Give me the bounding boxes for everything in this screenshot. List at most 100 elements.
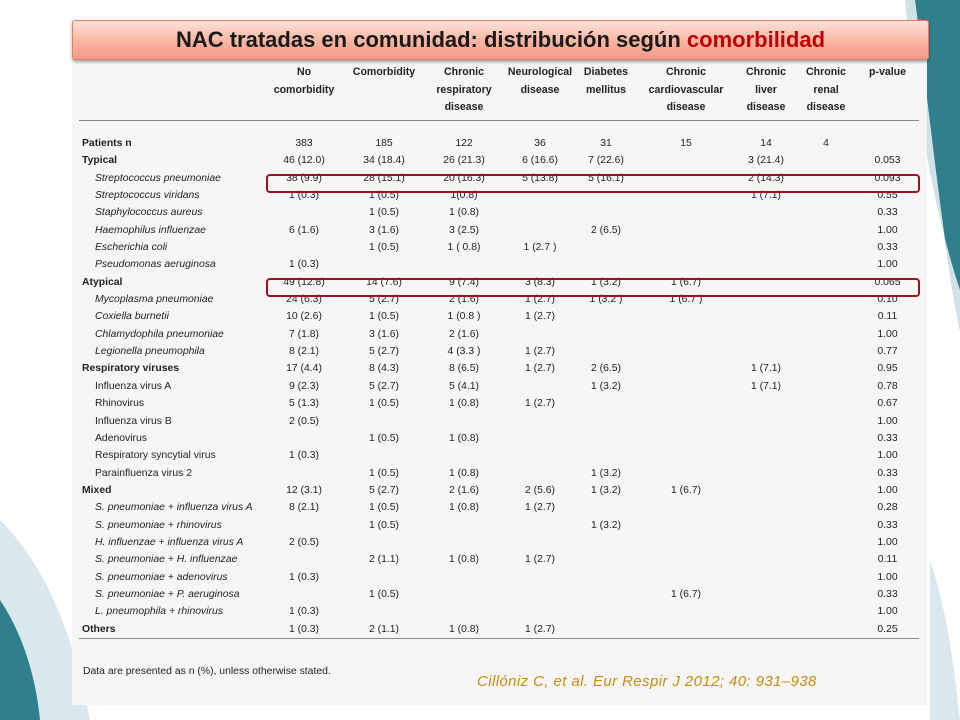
cell-comorbidity <box>344 447 424 464</box>
cell-chronic-cardiovascular-disease <box>636 239 736 256</box>
cell-p-value: 0.093 <box>874 172 901 184</box>
cell-chronic-renal-disease <box>796 360 856 377</box>
cell-no-comorbidity: 8 (2.1) <box>288 346 320 358</box>
cell-neurological-disease <box>504 378 576 395</box>
cell-comorbidity: 185 <box>375 138 393 149</box>
cell-no-comorbidity: 5 (1.3) <box>288 398 320 410</box>
cell-neurological-disease <box>504 204 576 221</box>
cell-chronic-cardiovascular-disease <box>636 204 736 221</box>
cell-diabetes-mellitus <box>576 534 636 551</box>
cell-p-value: 0.065 <box>874 276 901 288</box>
table-row: Influenza virus B 2 (0.5) 1.00 <box>79 413 919 430</box>
cell-neurological-disease: 2 (5.6) <box>524 484 556 496</box>
cell-chronic-respiratory-disease: 1 (0.8) <box>448 207 480 219</box>
row-label: Haemophilus influenzae <box>95 224 206 236</box>
cell-p-value: 0.33 <box>877 242 898 254</box>
cell-chronic-cardiovascular-disease <box>636 222 736 239</box>
table-row: Respiratory viruses 17 (4.4) 8 (4.3) 8 (6.5… <box>79 360 919 377</box>
comorbidity-table: No comorbidity Comorbidity Chronic respirato… <box>79 60 919 639</box>
cell-comorbidity: 5 (2.7) <box>368 380 400 392</box>
row-label: L. pneumophila + rhinovirus <box>95 606 223 618</box>
row-label: Influenza virus B <box>95 415 172 427</box>
row-label: Parainfluenza virus 2 <box>95 467 193 479</box>
cell-p-value: 0.10 <box>877 294 898 306</box>
cell-chronic-cardiovascular-disease: 1 (6.7) <box>670 484 702 496</box>
cell-diabetes-mellitus: 2 (6.5) <box>590 363 622 375</box>
table-row: Streptococcus viridans 1 (0.3) 1 (0.5) 1(0.… <box>79 187 919 204</box>
cell-neurological-disease <box>504 256 576 273</box>
cell-neurological-disease <box>504 569 576 586</box>
cell-diabetes-mellitus <box>576 430 636 447</box>
cell-chronic-respiratory-disease: 1(0.8) <box>450 190 478 202</box>
cell-p-value <box>856 121 919 153</box>
cell-chronic-renal-disease <box>796 534 856 551</box>
cell-chronic-respiratory-disease: 2 (1.6) <box>448 328 480 340</box>
row-label: Legionella pneumophila <box>95 346 205 358</box>
cell-chronic-renal-disease <box>796 204 856 221</box>
cell-no-comorbidity: 2 (0.5) <box>288 415 320 427</box>
table-body: Patients n 383 185 122 36 31 15 14 4 Typical 46 (1… <box>79 121 919 639</box>
cell-p-value: 0.11 <box>877 554 898 566</box>
table-header-row: No comorbidity Comorbidity Chronic respirato… <box>79 60 919 121</box>
cell-chronic-renal-disease <box>796 569 856 586</box>
cell-no-comorbidity <box>264 204 344 221</box>
title-main: NAC tratadas en comunidad: distribución … <box>175 27 687 52</box>
cell-chronic-renal-disease <box>796 499 856 516</box>
citation: Cillóniz C, et al. Eur Respir J 2012; 40… <box>477 673 817 690</box>
cell-chronic-liver-disease <box>736 447 796 464</box>
cell-chronic-renal-disease <box>796 395 856 412</box>
column-header-p-value: p-value <box>856 60 919 121</box>
cell-chronic-liver-disease: 14 <box>760 138 772 149</box>
cell-chronic-respiratory-disease: 122 <box>455 138 473 149</box>
cell-no-comorbidity: 2 (0.5) <box>288 536 320 548</box>
cell-no-comorbidity: 38 (9.9) <box>286 172 322 184</box>
column-header-diabetes-mellitus: Diabetes mellitus <box>576 60 636 121</box>
cell-chronic-renal-disease <box>796 430 856 447</box>
cell-chronic-liver-disease <box>736 603 796 620</box>
cell-chronic-respiratory-disease: 8 (6.5) <box>448 363 480 375</box>
cell-diabetes-mellitus: 2 (6.5) <box>590 224 622 236</box>
table-row: Rhinovirus 5 (1.3) 1 (0.5) 1 (0.8) 1 (2.7) 0.… <box>79 395 919 412</box>
column-header-chronic-respiratory-disease: Chronic respiratory disease <box>424 60 504 121</box>
cell-comorbidity: 3 (1.6) <box>368 224 400 236</box>
cell-no-comorbidity: 1 (0.3) <box>288 190 320 202</box>
row-label: S. pneumoniae + adenovirus <box>95 571 228 583</box>
cell-p-value: 1.00 <box>877 536 898 548</box>
cell-chronic-liver-disease: 3 (21.4) <box>748 155 784 167</box>
cell-diabetes-mellitus <box>576 343 636 360</box>
row-label: S. pneumoniae + influenza virus A <box>95 502 253 514</box>
cell-chronic-respiratory-disease: 1 (0.8) <box>448 432 480 444</box>
cell-neurological-disease <box>504 413 576 430</box>
row-label: Adenovirus <box>95 432 147 444</box>
cell-chronic-cardiovascular-disease <box>636 413 736 430</box>
cell-no-comorbidity: 49 (12.8) <box>283 276 325 288</box>
cell-comorbidity: 1 (0.5) <box>368 588 400 600</box>
cell-chronic-cardiovascular-disease <box>636 620 736 639</box>
cell-chronic-renal-disease <box>796 326 856 343</box>
cell-chronic-respiratory-disease <box>424 413 504 430</box>
cell-diabetes-mellitus <box>576 586 636 603</box>
cell-no-comorbidity: 10 (2.6) <box>286 311 322 323</box>
cell-comorbidity: 34 (18.4) <box>363 155 405 167</box>
cell-chronic-respiratory-disease: 4 (3.3 ) <box>447 346 481 358</box>
cell-no-comorbidity: 383 <box>295 138 313 149</box>
cell-p-value: 1.00 <box>877 328 898 340</box>
cell-diabetes-mellitus <box>576 569 636 586</box>
cell-comorbidity: 1 (0.5) <box>368 398 400 410</box>
cell-p-value: 0.33 <box>877 432 898 444</box>
cell-p-value: 1.00 <box>877 484 898 496</box>
cell-no-comorbidity: 12 (3.1) <box>286 484 322 496</box>
row-label: S. pneumoniae + rhinovirus <box>95 519 222 531</box>
cell-diabetes-mellitus: 1 (3.2) <box>590 380 622 392</box>
title-accent: comorbilidad <box>686 27 826 52</box>
cell-chronic-cardiovascular-disease: 1 (6.7 ) <box>669 294 703 306</box>
cell-chronic-respiratory-disease: 5 (4.1) <box>448 380 480 392</box>
row-label: Pseudomonas aeruginosa <box>95 259 216 271</box>
cell-comorbidity: 2 (1.1) <box>344 620 424 639</box>
cell-p-value: 1.00 <box>877 259 898 271</box>
cell-chronic-respiratory-disease <box>424 586 504 603</box>
cell-p-value: 0.33 <box>877 588 898 600</box>
table-row: Mycoplasma pneumoniae 24 (6.3) 5 (2.7) 2 (1… <box>79 291 919 308</box>
cell-comorbidity: 3 (1.6) <box>368 328 400 340</box>
cell-no-comorbidity: 46 (12.0) <box>283 155 325 167</box>
